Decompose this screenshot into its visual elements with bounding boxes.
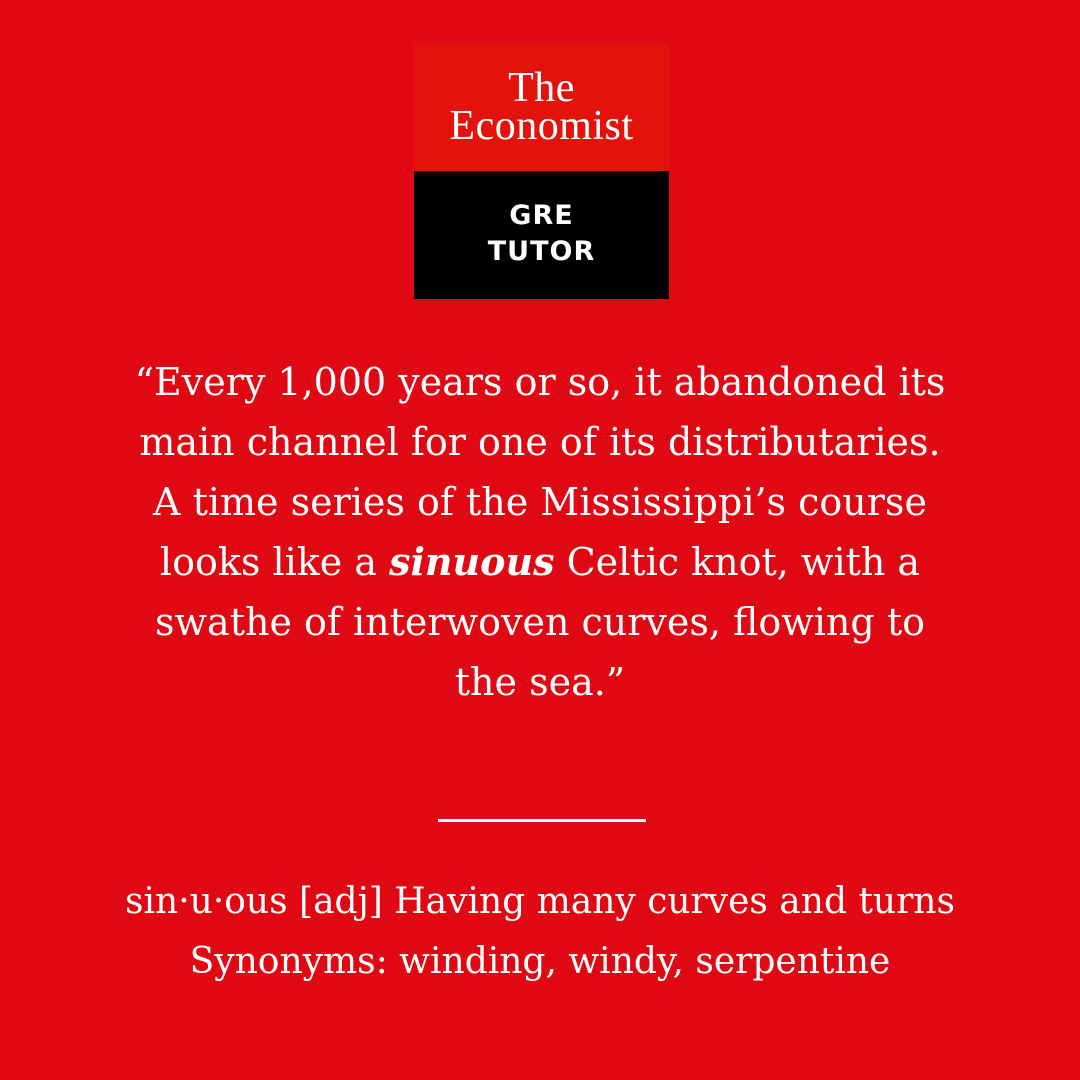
- logo-product-line-2: TUTOR: [487, 236, 596, 267]
- economist-gre-tutor-logo: The Economist GRE TUTOR: [414, 44, 669, 299]
- logo-brand-line-1: The: [508, 65, 575, 111]
- divider-line: [438, 819, 646, 822]
- logo-brand-block: The Economist: [414, 44, 669, 171]
- quote-before-term: “Every 1,000 years or so, it abandoned i…: [134, 360, 946, 584]
- logo-product-block: GRE TUTOR: [414, 171, 669, 299]
- logo-brand-line-2: Economist: [449, 103, 634, 149]
- definition-block: sin·u·ous [adj] Having many curves and t…: [60, 872, 1020, 992]
- definition-line: sin·u·ous [adj] Having many curves and t…: [125, 881, 955, 922]
- quote-after-term: Celtic knot, with a swathe of interwoven…: [155, 540, 925, 704]
- logo-product-line-1: GRE: [509, 200, 574, 231]
- quote-text: “Every 1,000 years or so, it abandoned i…: [130, 352, 950, 712]
- quote-highlighted-term: sinuous: [389, 539, 555, 584]
- synonyms-line: Synonyms: winding, windy, serpentine: [189, 941, 891, 982]
